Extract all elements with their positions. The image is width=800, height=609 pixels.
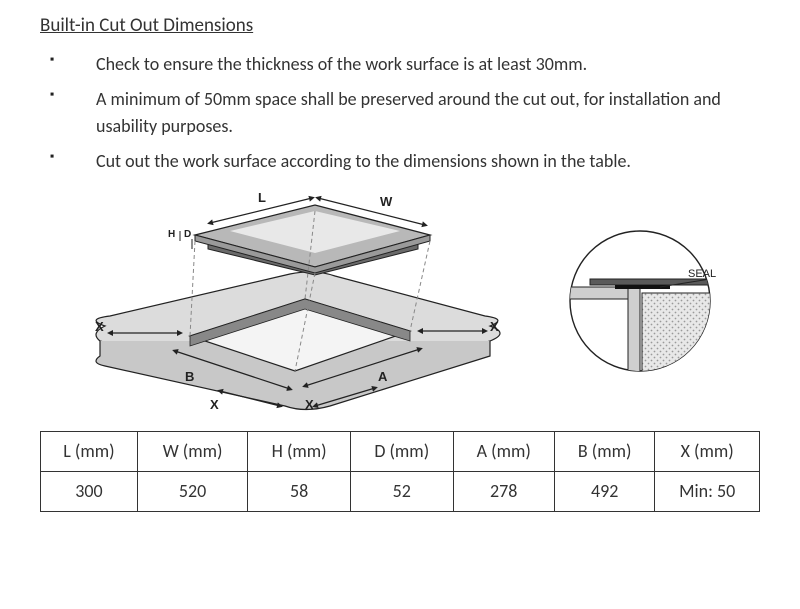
table-row: 300 520 58 52 278 492 Min: 50 xyxy=(41,471,760,511)
cell-B: 492 xyxy=(554,471,654,511)
seal-hob-body xyxy=(642,293,720,381)
col-W: W (mm) xyxy=(137,431,247,471)
label-B: B xyxy=(185,369,194,384)
col-D: D (mm) xyxy=(351,431,454,471)
seal-detail-diagram: SEAL xyxy=(560,221,720,381)
label-X-4: X xyxy=(305,397,314,411)
cell-H: 58 xyxy=(248,471,351,511)
cutout-diagram: L W H D A B X X X X xyxy=(80,191,510,411)
list-item: Cut out the work surface according to th… xyxy=(50,148,760,175)
cell-D: 52 xyxy=(351,471,454,511)
section-heading: Built-in Cut Out Dimensions xyxy=(40,12,760,41)
label-H: H xyxy=(168,229,175,240)
list-item: Check to ensure the thickness of the wor… xyxy=(50,51,760,78)
cell-X: Min: 50 xyxy=(655,471,760,511)
list-item: A minimum of 50mm space shall be preserv… xyxy=(50,86,760,140)
cell-L: 300 xyxy=(41,471,138,511)
seal-counter-side xyxy=(628,287,640,377)
table-header-row: L (mm) W (mm) H (mm) D (mm) A (mm) B (mm… xyxy=(41,431,760,471)
bullet-list: Check to ensure the thickness of the wor… xyxy=(40,51,760,175)
col-H: H (mm) xyxy=(248,431,351,471)
label-D: D xyxy=(184,229,191,240)
cell-A: 278 xyxy=(453,471,554,511)
label-X-3: X xyxy=(210,397,219,411)
label-L: L xyxy=(258,191,266,205)
label-A: A xyxy=(378,369,388,384)
label-X-2: X xyxy=(490,319,499,334)
label-X-1: X xyxy=(95,319,104,334)
cell-W: 520 xyxy=(137,471,247,511)
dimensions-table: L (mm) W (mm) H (mm) D (mm) A (mm) B (mm… xyxy=(40,431,760,512)
figure-row: L W H D A B X X X X xyxy=(40,191,760,411)
col-X: X (mm) xyxy=(655,431,760,471)
seal-label: SEAL xyxy=(688,268,716,280)
label-W: W xyxy=(380,194,393,209)
col-B: B (mm) xyxy=(554,431,654,471)
col-A: A (mm) xyxy=(453,431,554,471)
col-L: L (mm) xyxy=(41,431,138,471)
